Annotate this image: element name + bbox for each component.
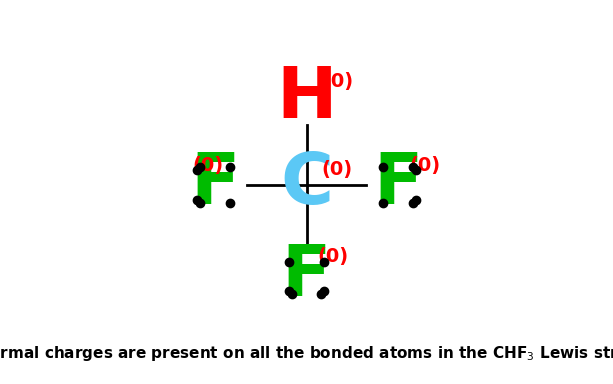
Text: F: F (282, 242, 331, 311)
Text: F: F (190, 151, 240, 220)
Text: (0): (0) (321, 160, 352, 179)
Text: (0): (0) (409, 156, 440, 175)
Text: H: H (276, 64, 337, 133)
Text: Zero formal charges are present on all the bonded atoms in the CHF$_3$ Lewis str: Zero formal charges are present on all t… (0, 344, 613, 363)
Text: (0): (0) (192, 156, 223, 175)
Text: (0): (0) (318, 247, 349, 266)
Text: (0): (0) (322, 72, 354, 91)
Text: C: C (280, 151, 333, 220)
Text: F: F (373, 151, 423, 220)
